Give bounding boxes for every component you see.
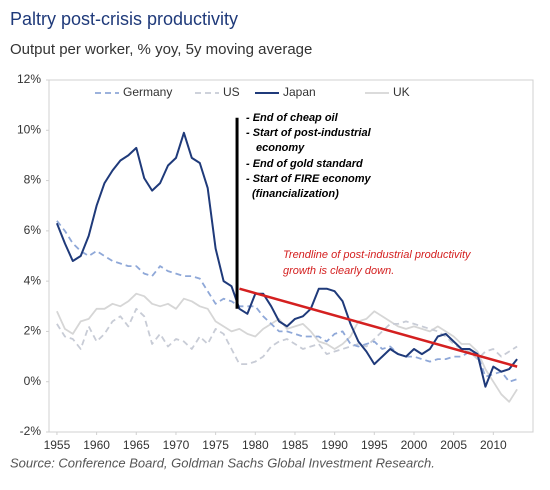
annotation: economy: [256, 142, 305, 154]
y-tick-label: 8%: [24, 173, 42, 187]
y-tick-label: 0%: [24, 374, 42, 388]
legend-label: Germany: [123, 85, 172, 99]
trendline: [239, 287, 518, 368]
series-line: [56, 307, 518, 366]
y-tick-label: 12%: [17, 72, 41, 86]
annotation: (financialization): [252, 188, 339, 200]
annotation: - Start of post-industrial: [246, 127, 372, 139]
series-line: [56, 292, 518, 403]
x-tick-label: 2010: [480, 438, 507, 452]
x-tick-label: 1985: [282, 438, 309, 452]
x-tick-label: 2005: [440, 438, 467, 452]
source: Source: Conference Board, Goldman Sachs …: [10, 455, 435, 470]
x-tick-label: 1995: [361, 438, 388, 452]
legend-label: Japan: [283, 85, 316, 99]
y-tick-label: 10%: [17, 122, 41, 136]
chart-title: Paltry post-crisis productivity: [10, 9, 238, 29]
x-tick-label: 2000: [401, 438, 428, 452]
series-line: [55, 131, 518, 388]
x-tick-label: 1970: [163, 438, 190, 452]
trend-annotation: Trendline of post-industrial productivit…: [283, 249, 472, 261]
x-tick-label: 1975: [202, 438, 229, 452]
y-tick-label: -2%: [20, 424, 42, 438]
legend-label: UK: [393, 85, 410, 99]
x-tick-label: 1965: [123, 438, 150, 452]
chart-subtitle: Output per worker, % yoy, 5y moving aver…: [10, 41, 312, 58]
annotation: - End of cheap oil: [246, 112, 339, 124]
trend-annotation: growth is clearly down.: [283, 265, 394, 277]
y-tick-label: 2%: [24, 324, 42, 338]
series-line: [56, 220, 518, 383]
x-tick-label: 1955: [44, 438, 71, 452]
y-tick-label: 6%: [24, 223, 42, 237]
y-tick-label: 4%: [24, 273, 42, 287]
x-tick-label: 1990: [321, 438, 348, 452]
annotation: - Start of FIRE economy: [246, 173, 372, 185]
plot-frame: [48, 79, 534, 433]
annotation: - End of gold standard: [246, 158, 363, 170]
legend-label: US: [223, 85, 240, 99]
x-tick-label: 1980: [242, 438, 269, 452]
x-tick-label: 1960: [83, 438, 110, 452]
